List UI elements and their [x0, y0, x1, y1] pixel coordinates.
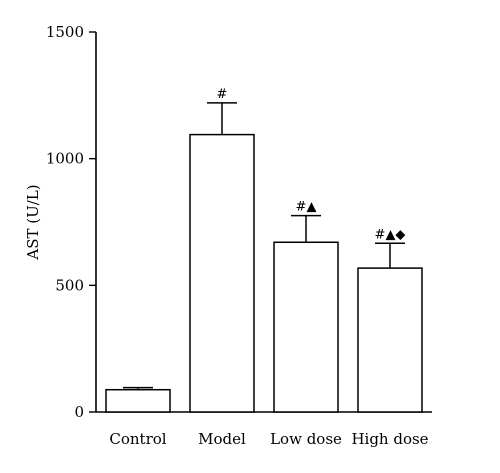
error-bars	[123, 102, 405, 390]
bar	[357, 267, 423, 413]
category-label: Control	[109, 430, 166, 448]
bar	[273, 241, 339, 413]
y-ticks: 0 500 1000 1500	[46, 23, 96, 421]
bars	[105, 133, 423, 413]
significance-marker: #▲	[296, 200, 317, 215]
y-axis-title: AST (U/L)	[24, 184, 42, 260]
annotations: # #▲ #▲◆	[217, 87, 406, 242]
category-labels: Control Model Low dose High dose	[109, 430, 428, 448]
y-tick-label: 1500	[46, 23, 84, 41]
y-tick-label: 500	[55, 276, 84, 294]
category-label: Low dose	[270, 430, 342, 448]
bar	[189, 133, 255, 413]
bar	[105, 388, 171, 413]
category-label: High dose	[351, 430, 428, 448]
category-label: Model	[198, 430, 246, 448]
y-tick-label: 1000	[46, 150, 84, 168]
significance-marker: #	[217, 87, 228, 102]
significance-marker: #▲◆	[375, 227, 406, 242]
y-tick-label: 0	[74, 403, 84, 421]
